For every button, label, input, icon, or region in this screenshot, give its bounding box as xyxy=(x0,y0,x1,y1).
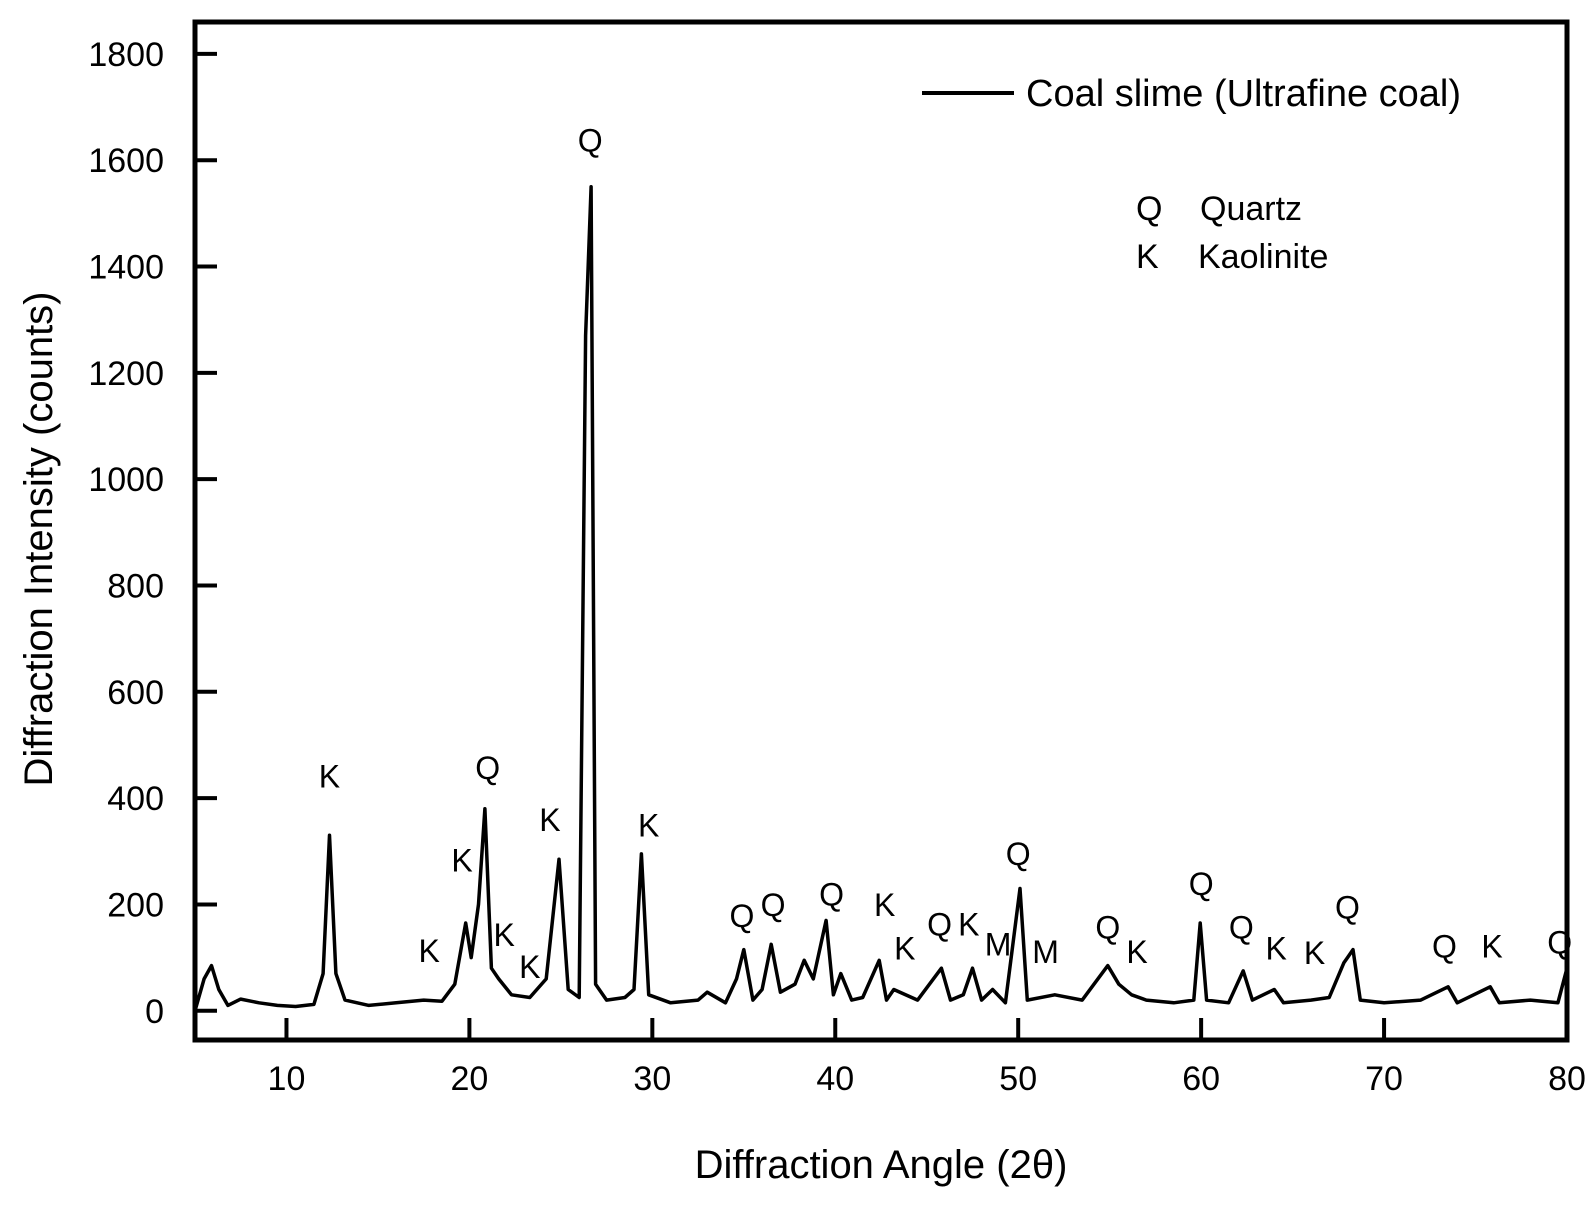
peak-label-q: Q xyxy=(927,906,952,942)
y-axis-ticks: 0 200 400 600 800 1000 1200 1400 1600 1800 xyxy=(88,36,217,1031)
x-axis-title: Diffraction Angle (2θ) xyxy=(695,1143,1068,1187)
peak-label-q: Q xyxy=(1432,929,1457,965)
y-tick-label: 1000 xyxy=(88,461,164,499)
peak-label-k: K xyxy=(638,807,659,843)
y-tick-label: 0 xyxy=(145,993,164,1031)
peak-label-q: Q xyxy=(761,887,786,923)
x-tick-label: 80 xyxy=(1548,1060,1586,1098)
x-tick-label: 10 xyxy=(268,1060,306,1098)
peak-label-k: K xyxy=(1304,935,1325,971)
phase-key-name-kaolinite: Kaolinite xyxy=(1198,238,1328,276)
series-layer xyxy=(193,185,1569,1012)
y-tick-label: 400 xyxy=(107,780,164,818)
y-tick-label: 800 xyxy=(107,567,164,605)
peak-label-q: Q xyxy=(1229,909,1254,945)
peak-label-q: Q xyxy=(1189,866,1214,902)
peak-label-k: K xyxy=(539,802,560,838)
peak-label-k: K xyxy=(319,758,340,794)
phase-key-name-quartz: Quartz xyxy=(1200,190,1302,228)
x-tick-label: 50 xyxy=(999,1060,1037,1098)
y-tick-label: 1200 xyxy=(88,355,164,393)
peak-label-k: K xyxy=(493,917,514,953)
legend: Coal slime (Ultrafine coal) xyxy=(922,73,1461,115)
peak-label-k: K xyxy=(894,931,915,967)
y-tick-label: 1400 xyxy=(88,249,164,287)
phase-key: Q Quartz K Kaolinite xyxy=(1136,190,1328,276)
legend-series-name: Coal slime (Ultrafine coal) xyxy=(1026,73,1461,115)
x-tick-label: 30 xyxy=(633,1060,671,1098)
x-axis-ticks: 10 20 30 40 50 60 70 80 xyxy=(268,1018,1586,1098)
peak-label-k: K xyxy=(958,906,979,942)
peak-label-k: K xyxy=(1481,929,1502,965)
peak-label-k: K xyxy=(1265,931,1286,967)
y-tick-label: 1800 xyxy=(88,36,164,74)
peak-label-m: M xyxy=(985,926,1012,962)
xrd-pattern-line xyxy=(193,185,1569,1012)
peak-label-k: K xyxy=(519,949,540,985)
phase-key-symbol-kaolinite: K xyxy=(1136,238,1159,276)
peak-label-q: Q xyxy=(730,898,755,934)
peak-label-k: K xyxy=(451,842,472,878)
peak-label-q: Q xyxy=(1547,924,1572,960)
peak-label-k: K xyxy=(418,933,439,969)
x-tick-label: 40 xyxy=(816,1060,854,1098)
y-axis-title: Diffraction Intensity (counts) xyxy=(17,291,61,786)
x-tick-label: 60 xyxy=(1182,1060,1220,1098)
peak-label-q: Q xyxy=(475,750,500,786)
y-tick-label: 1600 xyxy=(88,142,164,180)
x-tick-label: 70 xyxy=(1365,1060,1403,1098)
peak-label-q: Q xyxy=(819,877,844,913)
peak-label-q: Q xyxy=(578,123,603,159)
peak-label-k: K xyxy=(874,887,895,923)
plot-frame xyxy=(192,19,1570,1043)
peak-label-q: Q xyxy=(1095,909,1120,945)
peak-label-m: M xyxy=(1032,934,1059,970)
phase-key-symbol-quartz: Q xyxy=(1136,190,1162,228)
peak-label-q: Q xyxy=(1006,836,1031,872)
y-tick-label: 600 xyxy=(107,674,164,712)
y-tick-label: 200 xyxy=(107,886,164,924)
x-tick-label: 20 xyxy=(450,1060,488,1098)
peak-label-k: K xyxy=(1126,934,1147,970)
peak-label-q: Q xyxy=(1335,889,1360,925)
